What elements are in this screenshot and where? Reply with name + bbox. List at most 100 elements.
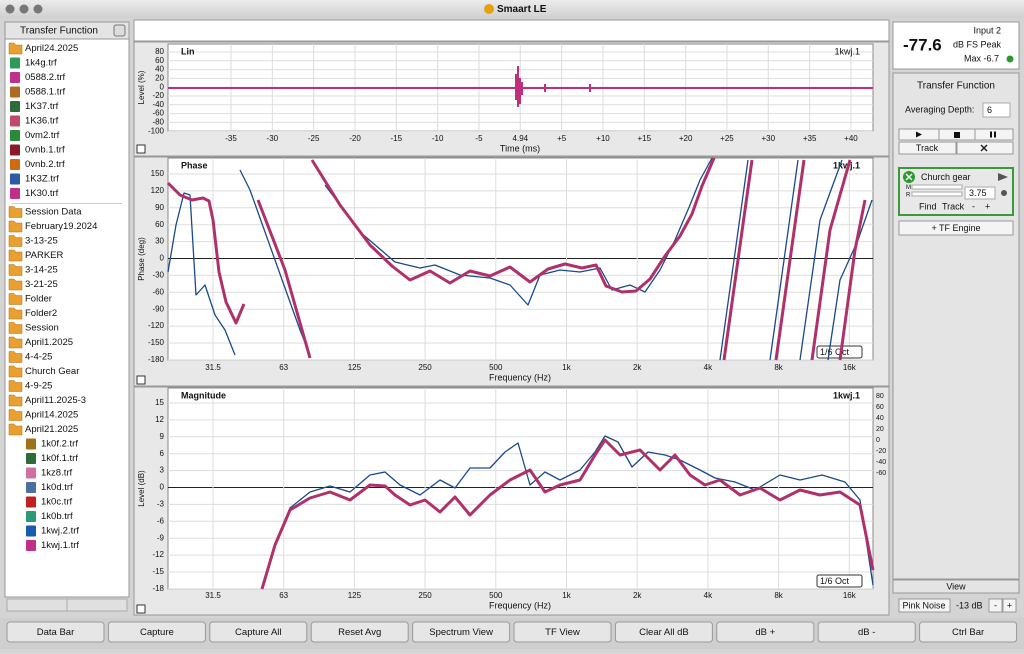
file-item[interactable]: 1k0c.trf [41,497,73,508]
folder-item[interactable]: 3-13-25 [25,236,58,247]
file-item[interactable]: 1K36.trf [25,116,59,127]
folder-item[interactable]: April14.2025 [25,410,78,421]
x-tick-label: 63 [279,591,288,600]
y-tick-label: -90 [152,304,164,313]
toolbar-button[interactable] [716,621,815,643]
file-item[interactable]: 1k0f.2.trf [41,439,78,450]
minimize-button[interactable] [19,4,29,14]
delay-field[interactable] [964,186,996,200]
folder-item[interactable]: April11.2025-3 [25,395,86,406]
toolbar-button[interactable] [919,621,1018,643]
trace-label[interactable]: 1kwj.1 [834,46,860,56]
toolbar-button[interactable] [310,621,409,643]
file-item[interactable]: 1k4g.trf [25,58,57,69]
y-tick-label: -9 [157,533,165,542]
right-scale-label: -60 [876,470,886,477]
delay-plus[interactable]: + [985,201,990,211]
y-tick-label: 60 [155,220,164,229]
toolbar-button[interactable] [513,621,612,643]
toolbar-button[interactable] [209,621,308,643]
plot-label[interactable]: Phase [181,160,208,170]
level-minus-label: - [994,600,997,610]
file-item[interactable]: 1K3Z.trf [25,174,59,185]
y-tick-label: 12 [155,415,164,424]
engine-track[interactable]: Track [942,201,965,211]
folder-item[interactable]: Session Data [25,207,82,218]
x-tick-label: +35 [803,134,817,143]
folder-item[interactable]: April1.2025 [25,337,73,348]
toolbar-button[interactable] [614,621,713,643]
plot-label[interactable]: Magnitude [181,390,226,400]
folder-item[interactable]: Folder2 [25,308,57,319]
file-item[interactable]: 1kwj.2.trf [41,526,79,537]
file-icon [26,511,36,522]
folder-item[interactable]: Folder [25,294,52,305]
impulse-peak [515,66,591,107]
view-button[interactable] [892,579,1020,594]
y-tick-label: -30 [152,271,164,280]
zoom-button[interactable] [33,4,43,14]
track-button[interactable] [898,141,957,155]
file-item[interactable]: 1K37.trf [25,101,59,112]
toolbar-button[interactable] [412,621,511,643]
folder-item[interactable]: 4-9-25 [25,381,52,392]
x-tick-label: -10 [432,134,444,143]
file-item[interactable]: 0vm2.trf [25,130,60,141]
close-button[interactable] [5,4,15,14]
file-item[interactable]: 0vnb.1.trf [25,145,65,156]
add-engine-button[interactable] [898,220,1014,236]
toolbar-button[interactable] [817,621,916,643]
file-item[interactable]: 0vnb.2.trf [25,159,65,170]
folder-item[interactable]: April24.2025 [25,43,78,54]
toolbar-button[interactable] [6,621,105,643]
folder-item[interactable]: Session [25,323,59,334]
control-title: Transfer Function [917,81,995,92]
sidebar-menu[interactable] [113,24,126,37]
toolbar-button[interactable] [107,621,206,643]
x-tick-label: +20 [679,134,693,143]
close-plot[interactable] [136,375,146,385]
folder-item[interactable]: PARKER [25,250,64,261]
smoothing-box[interactable] [816,574,863,588]
level-minus[interactable] [988,598,1003,613]
x-tick-label: 1k [562,591,571,600]
folder-item[interactable]: 3-21-25 [25,279,58,290]
trash-button[interactable] [66,598,128,612]
y-axis-title: Level (dB) [137,470,146,507]
meter-unit[interactable]: dB FS Peak [953,39,1002,49]
close-plot[interactable] [136,144,146,154]
trace-label[interactable]: 1kwj.1 [833,390,860,400]
folder-item[interactable]: February19.2024 [25,221,97,232]
file-item[interactable]: 0588.1.trf [25,87,65,98]
meter-input[interactable]: Input 2 [973,25,1001,35]
file-item[interactable]: 0588.2.trf [25,72,65,83]
close-plot[interactable] [136,604,146,614]
file-item[interactable]: 1kz8.trf [41,468,73,479]
folder-item[interactable]: Church Gear [25,366,79,377]
x-tick-label: 4k [704,363,713,372]
file-item[interactable]: 1k0f.1.trf [41,453,78,464]
folder-item[interactable]: April21.2025 [25,424,78,435]
averaging-select[interactable] [982,102,1011,118]
x-tick-label: +15 [638,134,652,143]
folder-item[interactable]: 4-4-25 [25,352,52,363]
averaging-value: 6 [987,105,992,115]
trace-label[interactable]: 1kwj.1 [833,160,860,170]
file-item[interactable]: 1K30.trf [25,188,59,199]
view-label: View [946,581,966,591]
meter-value: -77.6 [903,35,942,54]
level-plus[interactable] [1002,598,1017,613]
x-tick-label: +10 [596,134,610,143]
file-item[interactable]: 1k0d.trf [41,482,73,493]
info-button[interactable] [6,598,68,612]
toolbar-label: Capture [140,627,174,638]
pink-noise-button[interactable] [898,598,951,613]
delay-minus[interactable]: - [972,201,975,211]
file-item[interactable]: 1k0b.trf [41,511,73,522]
file-item[interactable]: 1kwj.1.trf [41,540,79,551]
toolbar-label: Ctrl Bar [952,627,984,638]
folder-item[interactable]: 3-14-25 [25,265,58,276]
find-button[interactable]: Find [919,201,937,211]
plot-label[interactable]: Lin [181,46,195,56]
engine-name[interactable]: Church gear [921,172,971,182]
